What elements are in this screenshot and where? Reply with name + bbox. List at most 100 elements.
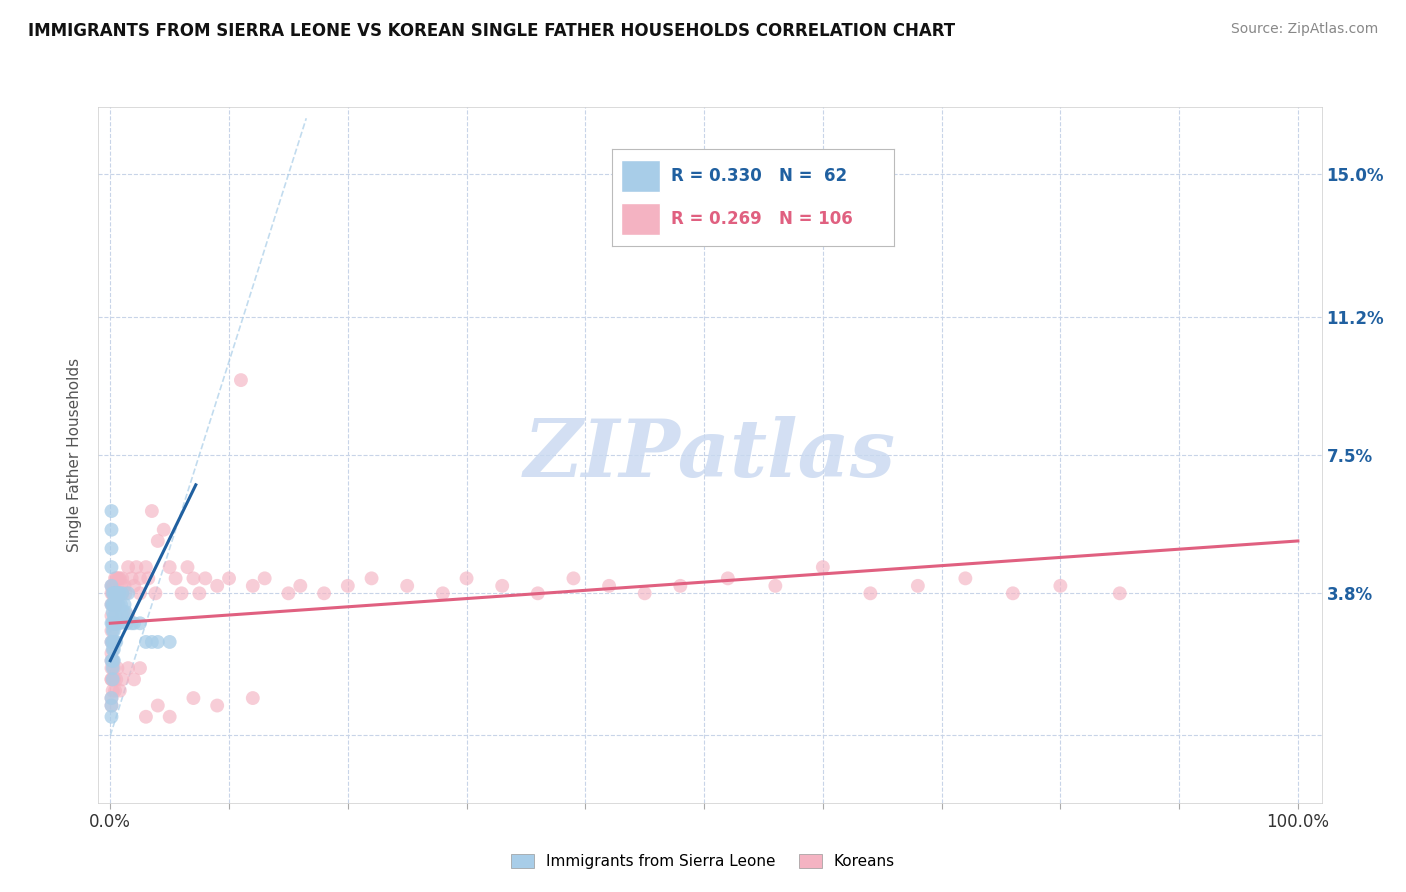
Koreans [669, 579, 692, 593]
Koreans [104, 683, 127, 698]
Koreans [717, 571, 740, 585]
Koreans [101, 586, 124, 600]
Koreans [104, 586, 127, 600]
Immigrants from Sierra Leone [122, 616, 145, 631]
Koreans [125, 560, 148, 574]
Koreans [432, 586, 454, 600]
Koreans [114, 586, 136, 600]
Koreans [146, 533, 169, 548]
Koreans [360, 571, 382, 585]
Koreans [105, 586, 128, 600]
Immigrants from Sierra Leone [110, 598, 132, 612]
Koreans [101, 635, 124, 649]
Immigrants from Sierra Leone [103, 608, 125, 623]
Koreans [107, 661, 129, 675]
Koreans [117, 608, 139, 623]
Koreans [100, 635, 122, 649]
Koreans [165, 571, 187, 585]
Koreans [253, 571, 276, 585]
Immigrants from Sierra Leone [103, 598, 125, 612]
Koreans [1108, 586, 1130, 600]
Koreans [312, 586, 335, 600]
Immigrants from Sierra Leone [101, 642, 124, 657]
Koreans [100, 673, 122, 687]
Koreans [205, 698, 228, 713]
Text: ZIPatlas: ZIPatlas [524, 417, 896, 493]
Immigrants from Sierra Leone [114, 605, 136, 619]
Text: R = 0.269   N = 106: R = 0.269 N = 106 [671, 210, 853, 228]
Koreans [105, 608, 128, 623]
Koreans [100, 608, 122, 623]
Koreans [229, 373, 252, 387]
Koreans [170, 586, 193, 600]
Koreans [907, 579, 929, 593]
Koreans [859, 586, 882, 600]
Immigrants from Sierra Leone [100, 541, 122, 556]
Immigrants from Sierra Leone [103, 642, 125, 657]
Koreans [104, 571, 127, 585]
Koreans [146, 698, 169, 713]
Koreans [159, 560, 181, 574]
Immigrants from Sierra Leone [108, 586, 131, 600]
Koreans [763, 579, 786, 593]
Koreans [117, 560, 139, 574]
Immigrants from Sierra Leone [101, 661, 124, 675]
Koreans [122, 579, 145, 593]
Koreans [107, 571, 129, 585]
Immigrants from Sierra Leone [101, 673, 124, 687]
Koreans [242, 691, 264, 706]
Koreans [129, 571, 152, 585]
Immigrants from Sierra Leone [100, 579, 122, 593]
Koreans [194, 571, 217, 585]
Koreans [101, 579, 124, 593]
Koreans [103, 661, 125, 675]
Koreans [100, 661, 122, 675]
Text: R = 0.330   N =  62: R = 0.330 N = 62 [671, 167, 848, 185]
Koreans [141, 504, 163, 518]
Koreans [183, 571, 205, 585]
Koreans [104, 598, 127, 612]
Koreans [145, 586, 167, 600]
Immigrants from Sierra Leone [121, 616, 143, 631]
Immigrants from Sierra Leone [107, 598, 129, 612]
Koreans [183, 691, 205, 706]
Koreans [108, 571, 131, 585]
Koreans [100, 579, 122, 593]
Koreans [100, 646, 122, 660]
Koreans [101, 683, 124, 698]
FancyBboxPatch shape [620, 203, 659, 235]
Immigrants from Sierra Leone [129, 616, 152, 631]
Koreans [1049, 579, 1071, 593]
Immigrants from Sierra Leone [103, 654, 125, 668]
Immigrants from Sierra Leone [104, 598, 127, 612]
Immigrants from Sierra Leone [111, 586, 134, 600]
Koreans [277, 586, 299, 600]
Legend: Immigrants from Sierra Leone, Koreans: Immigrants from Sierra Leone, Koreans [505, 848, 901, 875]
Koreans [103, 635, 125, 649]
Immigrants from Sierra Leone [100, 598, 122, 612]
Immigrants from Sierra Leone [100, 635, 122, 649]
Immigrants from Sierra Leone [105, 635, 128, 649]
Koreans [598, 579, 620, 593]
Immigrants from Sierra Leone [100, 523, 122, 537]
Koreans [396, 579, 419, 593]
Koreans [103, 598, 125, 612]
Immigrants from Sierra Leone [100, 616, 122, 631]
Koreans [218, 571, 240, 585]
Immigrants from Sierra Leone [111, 608, 134, 623]
Koreans [188, 586, 211, 600]
Immigrants from Sierra Leone [103, 624, 125, 638]
Koreans [100, 691, 122, 706]
Koreans [105, 673, 128, 687]
Koreans [336, 579, 359, 593]
Koreans [107, 598, 129, 612]
Koreans [1001, 586, 1024, 600]
Immigrants from Sierra Leone [105, 586, 128, 600]
Koreans [117, 661, 139, 675]
Koreans [111, 571, 134, 585]
Immigrants from Sierra Leone [112, 605, 135, 619]
Immigrants from Sierra Leone [107, 616, 129, 631]
Koreans [101, 654, 124, 668]
Immigrants from Sierra Leone [101, 654, 124, 668]
Koreans [101, 616, 124, 631]
